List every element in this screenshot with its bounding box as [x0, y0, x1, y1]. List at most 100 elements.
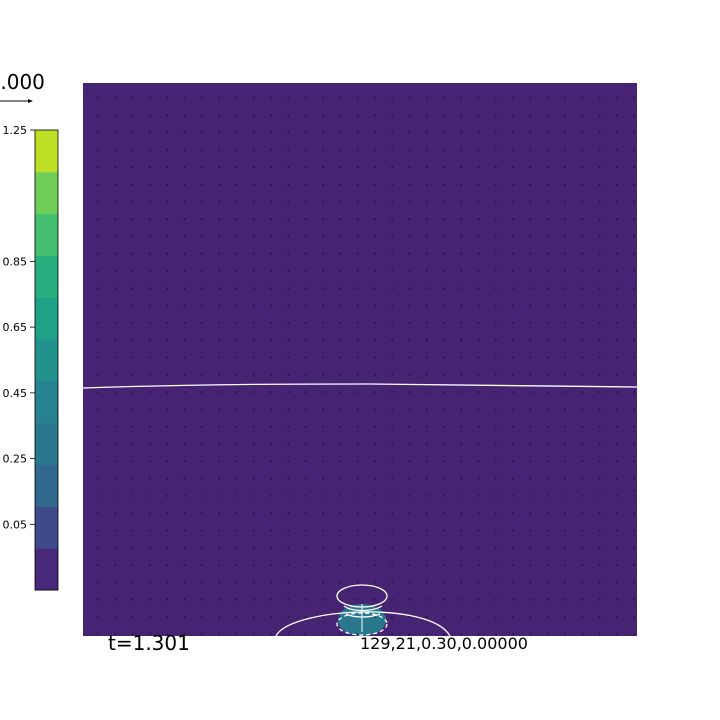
quiver-arrow — [235, 616, 238, 618]
quiver-arrow — [651, 374, 653, 376]
quiver-arrow — [166, 97, 168, 99]
quiver-arrow — [183, 529, 186, 532]
quiver-arrow — [616, 235, 618, 238]
quiver-arrow — [616, 356, 618, 359]
quiver-arrow — [408, 322, 411, 324]
quiver-arrow — [183, 564, 186, 566]
quiver-arrow — [166, 425, 168, 428]
quiver-arrow — [633, 97, 636, 99]
quiver-arrow — [512, 477, 514, 480]
quiver-arrow — [166, 443, 168, 445]
quiver-arrow — [633, 304, 636, 307]
quiver-arrow — [114, 374, 117, 376]
quiver-arrow — [114, 581, 117, 584]
quiver-arrow — [114, 547, 117, 549]
quiver-arrow — [114, 97, 117, 99]
quiver-arrow — [512, 529, 514, 532]
quiver-arrow — [149, 201, 151, 203]
quiver-arrow — [131, 391, 134, 393]
colorbar — [34, 129, 59, 591]
quiver-arrow — [391, 201, 393, 203]
quiver-arrow — [477, 252, 480, 255]
quiver-arrow — [114, 598, 117, 601]
quiver-arrow — [114, 425, 117, 428]
quiver-arrow — [97, 374, 99, 376]
quiver-arrow — [252, 252, 255, 255]
quiver-arrow — [201, 460, 203, 463]
quiver-arrow — [477, 235, 480, 238]
quiver-arrow — [581, 183, 584, 186]
quiver-arrow — [598, 287, 601, 290]
quiver-arrow — [477, 495, 480, 497]
quiver-arrow — [495, 97, 497, 99]
quiver-arrow — [131, 356, 134, 359]
quiver-arrow — [114, 356, 117, 359]
quiver-arrow — [252, 235, 255, 238]
quiver-arrow — [374, 339, 376, 342]
quiver-arrow — [547, 651, 549, 653]
quiver-arrow — [529, 270, 532, 272]
colorbar-frame — [34, 129, 59, 591]
quiver-arrow — [322, 547, 324, 549]
quiver-arrow — [97, 529, 99, 532]
quiver-arrow — [443, 252, 445, 255]
quiver-arrow — [495, 391, 497, 393]
quiver-arrow — [616, 149, 618, 151]
quiver-arrow — [356, 460, 359, 463]
quiver-arrow — [201, 201, 203, 203]
quiver-arrow — [460, 512, 463, 514]
quiver-arrow — [131, 581, 134, 584]
quiver-arrow — [131, 252, 134, 255]
quiver-arrow — [633, 356, 636, 359]
quiver-arrow — [495, 235, 497, 238]
quiver-arrow — [235, 339, 238, 342]
quiver-arrow — [201, 564, 203, 566]
quiver-arrow — [512, 616, 514, 618]
quiver-arrow — [651, 495, 653, 497]
quiver-arrow — [598, 581, 601, 584]
quiver-arrow — [218, 201, 220, 203]
quiver-arrow — [443, 495, 445, 497]
quiver-arrow — [425, 633, 428, 636]
quiver-arrow — [287, 201, 290, 203]
quiver-arrow — [201, 547, 203, 549]
quiver-arrow — [114, 616, 117, 618]
quiver-arrow — [391, 547, 393, 549]
quiver-arrow — [304, 322, 307, 324]
quiver-arrow — [218, 183, 220, 186]
quiver-arrow — [581, 270, 584, 272]
quiver-arrow — [235, 564, 238, 566]
quiver-arrow — [495, 339, 497, 342]
quiver-arrow — [391, 495, 393, 497]
quiver-arrow — [339, 252, 342, 255]
quiver-arrow — [633, 218, 636, 220]
quiver-arrow — [339, 339, 342, 342]
quiver-key-arrow-head — [28, 99, 33, 103]
quiver-arrow — [304, 183, 307, 186]
quiver-arrow — [633, 131, 636, 134]
quiver-arrow — [443, 564, 445, 566]
quiver-arrow — [114, 322, 117, 324]
quiver-arrow — [218, 443, 220, 445]
quiver-arrow — [183, 287, 186, 290]
quiver-arrow — [547, 166, 549, 168]
quiver-arrow — [616, 581, 618, 584]
quiver-arrow — [425, 374, 428, 376]
quiver-arrow — [616, 270, 618, 272]
quiver-arrow — [374, 183, 376, 186]
quiver-arrow — [97, 633, 99, 636]
quiver-arrow — [270, 304, 272, 307]
quiver-arrow — [322, 564, 324, 566]
quiver-arrow — [598, 166, 601, 168]
quiver-arrow — [201, 443, 203, 445]
quiver-arrow — [339, 581, 342, 584]
quiver-arrow — [287, 183, 290, 186]
quiver-arrow — [339, 512, 342, 514]
quiver-arrow — [166, 218, 168, 220]
quiver-arrow — [218, 339, 220, 342]
quiver-arrow — [374, 97, 376, 99]
quiver-arrow — [183, 633, 186, 636]
quiver-arrow — [166, 149, 168, 151]
quiver-arrow — [166, 408, 168, 411]
quiver-arrow — [391, 287, 393, 290]
